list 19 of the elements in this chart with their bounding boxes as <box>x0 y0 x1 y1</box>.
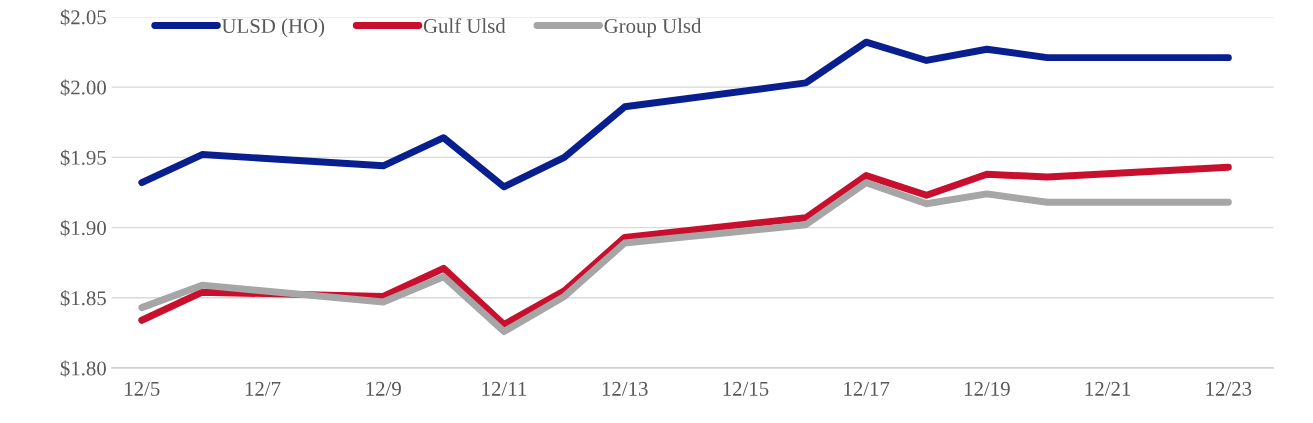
x-tick-label: 12/13 <box>602 381 648 396</box>
y-tick-label: $1.95 <box>60 149 106 167</box>
x-tick-label: 12/17 <box>844 381 890 396</box>
y-tick-label: $1.85 <box>60 289 106 307</box>
x-tick-label: 12/15 <box>723 381 769 396</box>
y-tick-label: $2.05 <box>60 9 106 26</box>
x-tick-label: 12/11 <box>482 381 527 396</box>
legend-label: Group Ulsd <box>604 18 702 38</box>
x-tick-label: 12/5 <box>125 381 160 396</box>
legend-label: Gulf Ulsd <box>423 18 506 34</box>
y-tick-label: $1.90 <box>60 219 106 237</box>
x-tick-label: 12/7 <box>245 381 281 396</box>
legend-label: ULSD (HO) <box>221 18 325 38</box>
x-tick-label: 12/9 <box>366 381 401 396</box>
x-tick-label: 12/19 <box>964 381 1010 396</box>
x-tick-label: 12/23 <box>1206 381 1252 396</box>
x-tick-label: 12/21 <box>1085 381 1131 396</box>
y-tick-label: $2.00 <box>60 79 106 96</box>
y-tick-label: $1.80 <box>60 360 106 377</box>
